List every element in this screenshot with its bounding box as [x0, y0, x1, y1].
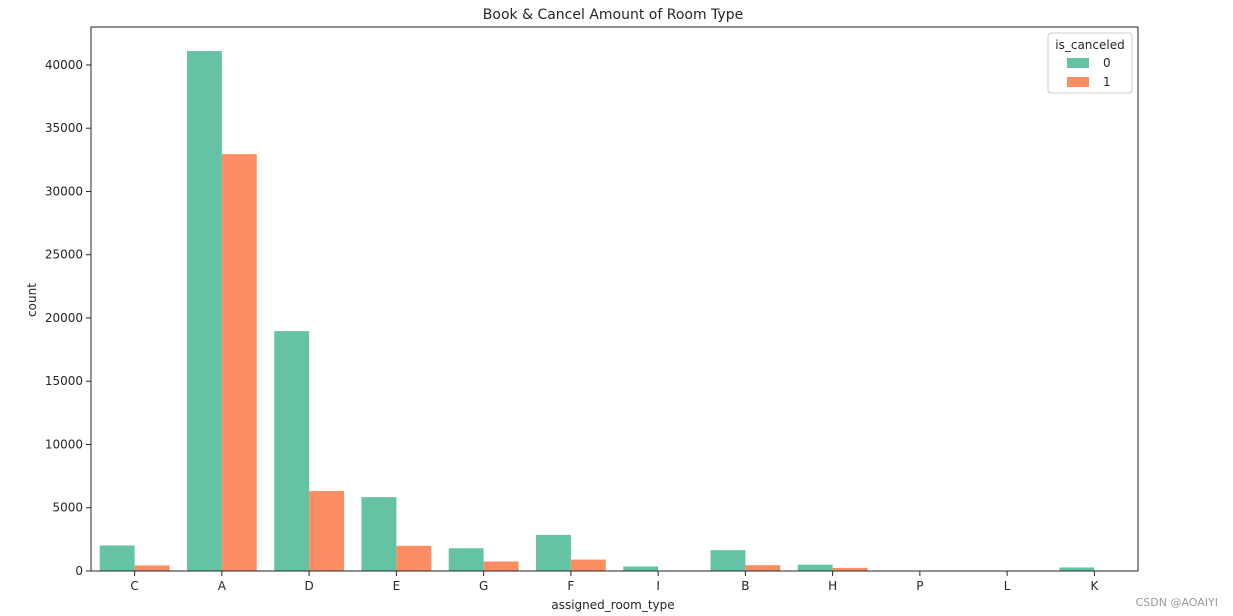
bar-B-series-1: [745, 565, 781, 571]
y-tick-label: 20000: [45, 311, 83, 325]
bar-C-series-0: [99, 545, 135, 571]
y-tick-label: 35000: [45, 121, 83, 135]
x-tick-label-B: B: [741, 579, 749, 593]
bar-F-series-0: [535, 534, 571, 571]
y-tick-label: 30000: [45, 184, 83, 198]
bar-C-series-1: [134, 565, 170, 571]
y-axis-label: count: [25, 283, 39, 317]
x-tick-label-D: D: [305, 579, 314, 593]
x-tick-label-I: I: [656, 579, 660, 593]
bar-E-series-1: [396, 545, 432, 571]
x-tick-label-E: E: [393, 579, 401, 593]
y-tick-label: 40000: [45, 58, 83, 72]
bar-G-series-1: [483, 561, 519, 571]
bars-layer: [99, 51, 1095, 572]
bar-D-series-0: [274, 331, 310, 571]
x-axis-label: assigned_room_type: [551, 598, 674, 612]
bar-H-series-1: [832, 567, 868, 571]
legend: is_canceled 0 1: [1047, 32, 1133, 94]
x-tick-label-C: C: [130, 579, 138, 593]
bar-E-series-0: [361, 497, 397, 571]
legend-title: is_canceled: [1055, 38, 1124, 52]
bar-G-series-0: [448, 548, 484, 571]
x-tick-label-L: L: [1004, 579, 1011, 593]
x-tick-label-P: P: [916, 579, 923, 593]
bar-F-series-1: [570, 559, 606, 571]
y-tick-label: 15000: [45, 374, 83, 388]
bar-A-series-1: [221, 154, 257, 571]
watermark-text: CSDN @AOAIYI: [1136, 596, 1218, 609]
x-tick-label-K: K: [1090, 579, 1099, 593]
x-tick-label-A: A: [218, 579, 227, 593]
bar-K-series-0: [1059, 567, 1095, 571]
bar-A-series-0: [186, 51, 222, 572]
x-tick-label-H: H: [828, 579, 837, 593]
y-tick-label: 25000: [45, 248, 83, 262]
axes-layer: 0 5000 10000 15000 20000 25000 30000 35000 40000…: [45, 26, 1139, 593]
chart-title: Book & Cancel Amount of Room Type: [483, 7, 743, 23]
y-tick-label: 10000: [45, 437, 83, 451]
plot-frame: [90, 26, 1139, 572]
legend-swatch-1: [1067, 77, 1089, 87]
legend-swatch-0: [1067, 58, 1089, 68]
bar-D-series-1: [309, 491, 345, 571]
y-tick-label: 5000: [52, 501, 83, 515]
bar-I-series-0: [623, 566, 659, 571]
bar-H-series-0: [797, 564, 833, 571]
x-tick-label-F: F: [567, 579, 574, 593]
legend-label-1: 1: [1103, 75, 1111, 89]
legend-label-0: 0: [1103, 56, 1111, 70]
y-tick-label: 0: [75, 564, 83, 578]
bar-B-series-0: [710, 550, 746, 571]
x-tick-label-G: G: [479, 579, 488, 593]
